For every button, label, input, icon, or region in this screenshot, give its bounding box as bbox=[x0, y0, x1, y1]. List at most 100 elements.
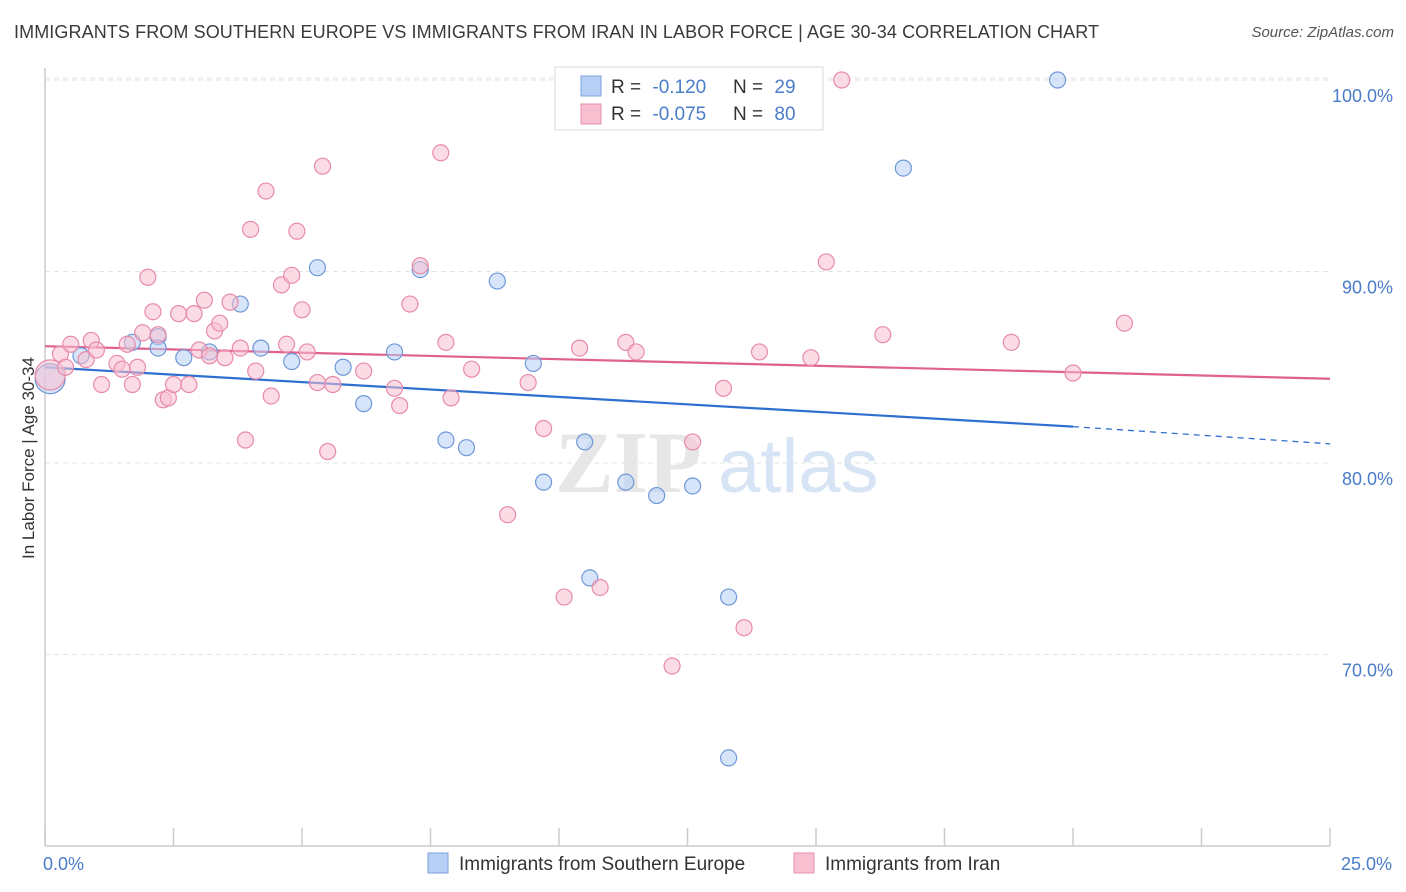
point-iran-20 bbox=[170, 305, 188, 323]
x-tick-label-min: 0.0% bbox=[43, 854, 84, 874]
legend-bottom-label-blue: Immigrants from Southern Europe bbox=[459, 854, 745, 875]
point-southern-europe-23 bbox=[648, 486, 666, 505]
legend-bottom-swatch-blue bbox=[427, 852, 449, 874]
legend-r-value-2: -0.075 bbox=[652, 104, 706, 125]
point-southern-europe-25 bbox=[720, 588, 738, 606]
point-iran-22 bbox=[185, 305, 203, 323]
legend-swatch-blue bbox=[580, 75, 602, 97]
point-southern-europe-16 bbox=[457, 439, 476, 457]
point-iran-33 bbox=[247, 362, 265, 380]
point-iran-53 bbox=[442, 389, 460, 407]
point-iran-64 bbox=[684, 433, 702, 451]
point-iran-24 bbox=[195, 291, 213, 309]
stats-legend: R = -0.120 N = 29 R = -0.075 N = 80 bbox=[554, 66, 824, 131]
y-tick-label-100: 100.0% bbox=[1332, 86, 1393, 106]
point-iran-57 bbox=[534, 419, 553, 438]
point-southern-europe-28 bbox=[1048, 71, 1067, 89]
legend-n-value-2: 80 bbox=[774, 104, 795, 125]
point-iran-68 bbox=[802, 349, 820, 367]
point-iran-11 bbox=[123, 375, 141, 394]
legend-bottom-label-pink: Immigrants from Iran bbox=[825, 854, 1000, 875]
point-southern-europe-8 bbox=[252, 339, 270, 357]
point-iran-6 bbox=[87, 341, 106, 359]
point-iran-60 bbox=[591, 578, 609, 597]
legend-n-value-1: 29 bbox=[774, 77, 795, 98]
point-southern-europe-15 bbox=[437, 431, 455, 449]
point-iran-30 bbox=[231, 339, 249, 357]
legend-r-label-2: R = bbox=[611, 104, 646, 125]
point-iran-31 bbox=[236, 431, 255, 449]
point-southern-europe-24 bbox=[684, 477, 702, 495]
trendline-blue bbox=[44, 366, 1074, 428]
x-axis-ticks bbox=[44, 828, 1331, 846]
point-iran-40 bbox=[293, 301, 311, 319]
point-iran-3 bbox=[62, 335, 80, 353]
point-southern-europe-10 bbox=[308, 259, 327, 277]
point-iran-37 bbox=[277, 335, 296, 353]
y-tick-label-80: 80.0% bbox=[1342, 469, 1393, 489]
point-iran-45 bbox=[324, 375, 342, 394]
point-iran-62 bbox=[627, 343, 645, 361]
point-iran-55 bbox=[499, 506, 517, 524]
point-iran-9 bbox=[113, 360, 131, 378]
point-iran-19 bbox=[164, 375, 183, 394]
point-iran-34 bbox=[257, 182, 275, 200]
legend-r-label-1: R = bbox=[611, 77, 646, 98]
point-southern-europe-17 bbox=[488, 272, 506, 290]
chart-title: IMMIGRANTS FROM SOUTHERN EUROPE VS IMMIG… bbox=[14, 22, 1100, 42]
point-iran-73 bbox=[1064, 364, 1082, 382]
watermark-atlas: atlas bbox=[718, 424, 879, 509]
point-iran-16 bbox=[149, 326, 167, 344]
y-axis-title: In Labor Force | Age 30-34 bbox=[19, 357, 38, 559]
y-tick-label-90: 90.0% bbox=[1342, 278, 1393, 298]
point-iran-25 bbox=[200, 347, 219, 365]
point-southern-europe-5 bbox=[175, 349, 193, 367]
point-iran-66 bbox=[735, 619, 753, 637]
series-legend: Immigrants from Southern Europe Immigran… bbox=[427, 852, 1000, 875]
point-iran-54 bbox=[463, 360, 481, 378]
point-southern-europe-22 bbox=[617, 473, 635, 491]
point-iran-52 bbox=[437, 333, 455, 351]
point-iran-49 bbox=[401, 295, 419, 313]
y-tick-labels: 70.0% 80.0% 90.0% 100.0% bbox=[1332, 86, 1393, 681]
point-iran-43 bbox=[313, 157, 332, 175]
point-iran-38 bbox=[283, 266, 301, 284]
point-iran-14 bbox=[139, 268, 157, 286]
point-iran-51 bbox=[432, 144, 450, 162]
point-southern-europe-12 bbox=[355, 395, 373, 413]
point-iran-44 bbox=[319, 442, 337, 461]
point-iran-72 bbox=[1002, 333, 1020, 351]
point-southern-europe-20 bbox=[576, 433, 594, 451]
point-southern-europe-26 bbox=[720, 749, 738, 767]
point-iran-59 bbox=[570, 339, 589, 357]
y-tick-label-70: 70.0% bbox=[1342, 661, 1393, 681]
point-iran-48 bbox=[391, 396, 409, 415]
point-iran-32 bbox=[242, 220, 260, 238]
point-iran-56 bbox=[519, 373, 537, 392]
point-iran-39 bbox=[288, 222, 306, 240]
point-iran-71 bbox=[874, 326, 892, 344]
point-southern-europe-19 bbox=[534, 473, 553, 491]
point-iran-67 bbox=[750, 343, 769, 361]
point-iran-29 bbox=[221, 293, 239, 311]
trendline-blue-extension bbox=[1072, 425, 1331, 445]
source-credit: Source: ZipAtlas.com bbox=[1251, 24, 1394, 41]
point-iran-10 bbox=[118, 335, 136, 353]
point-iran-65 bbox=[714, 379, 733, 397]
point-iran-35 bbox=[262, 387, 280, 405]
point-iran-12 bbox=[128, 358, 147, 376]
legend-n-label-2: N = bbox=[733, 104, 768, 125]
point-southern-europe-27 bbox=[894, 159, 912, 177]
point-southern-europe-9 bbox=[283, 352, 301, 371]
data-points bbox=[34, 71, 1134, 767]
point-iran-47 bbox=[385, 379, 404, 397]
point-iran-50 bbox=[411, 257, 429, 275]
point-iran-13 bbox=[134, 324, 152, 342]
point-iran-28 bbox=[216, 349, 234, 367]
point-iran-21 bbox=[180, 375, 198, 394]
point-iran-15 bbox=[144, 303, 162, 321]
point-iran-70 bbox=[833, 71, 851, 89]
